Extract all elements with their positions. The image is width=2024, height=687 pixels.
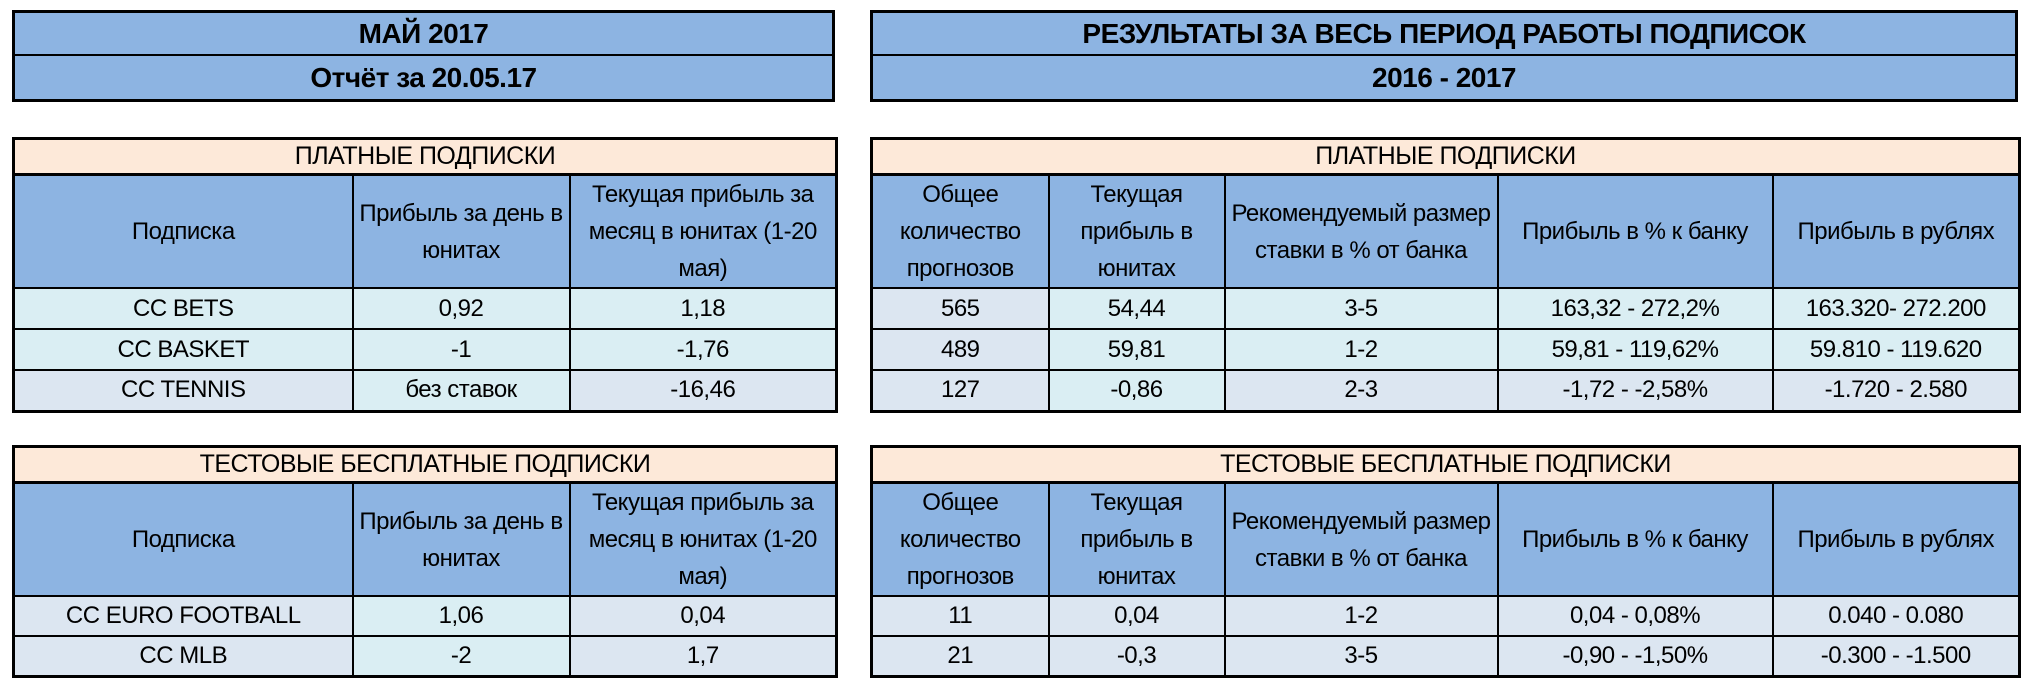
cell-units-profit: -0,3 xyxy=(1047,635,1226,677)
month-title: МАЙ 2017 xyxy=(15,13,832,56)
cell-stake-size: 2-3 xyxy=(1223,369,1499,412)
cell-day-profit: -1 xyxy=(351,328,571,371)
cell-bank-percent: 0,04 - 0,08% xyxy=(1496,595,1774,637)
column-header-subscription: Подписка xyxy=(12,173,354,289)
column-header-stake-size: Рекомендуемый размер ставки в % от банка xyxy=(1223,481,1499,597)
cell-rubles-profit: -0.300 - -1.500 xyxy=(1771,635,2021,677)
column-header-rubles-profit: Прибыль в рублях xyxy=(1771,173,2021,289)
column-header-units-profit: Текущая прибыль в юнитах xyxy=(1047,481,1226,597)
cell-subscription-name: CC EURO FOOTBALL xyxy=(12,595,354,637)
test-free-subscriptions-overall-table: ТЕСТОВЫЕ БЕСПЛАТНЫЕ ПОДПИСКИ Общее колич… xyxy=(870,445,2021,678)
cell-forecast-count: 21 xyxy=(870,635,1050,677)
month-header-block: МАЙ 2017 Отчёт за 20.05.17 xyxy=(12,10,835,102)
table-title: ПЛАТНЫЕ ПОДПИСКИ xyxy=(12,137,838,176)
paid-subscriptions-month-table: ПЛАТНЫЕ ПОДПИСКИ Подписка Прибыль за ден… xyxy=(12,137,839,413)
column-header-day-profit: Прибыль за день в юнитах xyxy=(351,173,571,289)
table-row: CC MLB -2 1,7 xyxy=(12,635,838,677)
table-row: 565 54,44 3-5 163,32 - 272,2% 163.320- 2… xyxy=(870,287,2021,330)
cell-forecast-count: 489 xyxy=(870,328,1050,371)
cell-units-profit: -0,86 xyxy=(1047,369,1226,412)
column-header-forecast-count: Общее количество прогнозов xyxy=(870,481,1050,597)
cell-stake-size: 1-2 xyxy=(1223,328,1499,371)
cell-forecast-count: 565 xyxy=(870,287,1050,330)
table-title: ТЕСТОВЫЕ БЕСПЛАТНЫЕ ПОДПИСКИ xyxy=(12,445,838,484)
cell-day-profit: 1,06 xyxy=(351,595,571,637)
table-row: CC EURO FOOTBALL 1,06 0,04 xyxy=(12,595,838,637)
cell-rubles-profit: 163.320- 272.200 xyxy=(1771,287,2021,330)
cell-month-profit: 0,04 xyxy=(568,595,838,637)
column-header-bank-percent: Прибыль в % к банку xyxy=(1496,173,1774,289)
overall-results-title: РЕЗУЛЬТАТЫ ЗА ВЕСЬ ПЕРИОД РАБОТЫ ПОДПИСО… xyxy=(873,13,2015,56)
cell-stake-size: 3-5 xyxy=(1223,635,1499,677)
table-title: ПЛАТНЫЕ ПОДПИСКИ xyxy=(870,137,2021,176)
column-header-rubles-profit: Прибыль в рублях xyxy=(1771,481,2021,597)
cell-bank-percent: 59,81 - 119,62% xyxy=(1496,328,1774,371)
cell-month-profit: -1,76 xyxy=(568,328,838,371)
column-header-forecast-count: Общее количество прогнозов xyxy=(870,173,1050,289)
cell-forecast-count: 127 xyxy=(870,369,1050,412)
cell-month-profit: -16,46 xyxy=(568,369,838,412)
overall-results-header-block: РЕЗУЛЬТАТЫ ЗА ВЕСЬ ПЕРИОД РАБОТЫ ПОДПИСО… xyxy=(870,10,2018,102)
cell-month-profit: 1,18 xyxy=(568,287,838,330)
table-row: 21 -0,3 3-5 -0,90 - -1,50% -0.300 - -1.5… xyxy=(870,635,2021,677)
cell-subscription-name: CC BASKET xyxy=(12,328,354,371)
table-row: 11 0,04 1-2 0,04 - 0,08% 0.040 - 0.080 xyxy=(870,595,2021,637)
cell-subscription-name: CC MLB xyxy=(12,635,354,677)
cell-units-profit: 0,04 xyxy=(1047,595,1226,637)
table-row: CC TENNIS без ставок -16,46 xyxy=(12,369,838,412)
column-header-bank-percent: Прибыль в % к банку xyxy=(1496,481,1774,597)
cell-units-profit: 59,81 xyxy=(1047,328,1226,371)
cell-stake-size: 3-5 xyxy=(1223,287,1499,330)
cell-subscription-name: CC BETS xyxy=(12,287,354,330)
table-row: 489 59,81 1-2 59,81 - 119,62% 59.810 - 1… xyxy=(870,328,2021,371)
cell-units-profit: 54,44 xyxy=(1047,287,1226,330)
report-date: Отчёт за 20.05.17 xyxy=(310,61,537,93)
cell-rubles-profit: 0.040 - 0.080 xyxy=(1771,595,2021,637)
column-header-month-profit: Текущая прибыль за месяц в юнитах (1-20 … xyxy=(568,173,838,289)
column-header-stake-size: Рекомендуемый размер ставки в % от банка xyxy=(1223,173,1499,289)
table-row: 127 -0,86 2-3 -1,72 - -2,58% -1.720 - 2.… xyxy=(870,369,2021,412)
table-title: ТЕСТОВЫЕ БЕСПЛАТНЫЕ ПОДПИСКИ xyxy=(870,445,2021,484)
overall-results-period: 2016 - 2017 xyxy=(1372,61,1516,93)
test-free-subscriptions-month-table: ТЕСТОВЫЕ БЕСПЛАТНЫЕ ПОДПИСКИ Подписка Пр… xyxy=(12,445,838,678)
cell-day-profit: 0,92 xyxy=(351,287,571,330)
table-row: CC BASKET -1 -1,76 xyxy=(12,328,838,371)
cell-bank-percent: 163,32 - 272,2% xyxy=(1496,287,1774,330)
cell-stake-size: 1-2 xyxy=(1223,595,1499,637)
table-row: CC BETS 0,92 1,18 xyxy=(12,287,838,330)
cell-forecast-count: 11 xyxy=(870,595,1050,637)
column-header-subscription: Подписка xyxy=(12,481,354,597)
cell-bank-percent: -0,90 - -1,50% xyxy=(1496,635,1774,677)
paid-subscriptions-overall-table: ПЛАТНЫЕ ПОДПИСКИ Общее количество прогно… xyxy=(870,137,2022,413)
cell-month-profit: 1,7 xyxy=(568,635,838,677)
cell-rubles-profit: 59.810 - 119.620 xyxy=(1771,328,2021,371)
cell-day-profit: без ставок xyxy=(351,369,571,412)
cell-subscription-name: CC TENNIS xyxy=(12,369,354,412)
column-header-day-profit: Прибыль за день в юнитах xyxy=(351,481,571,597)
cell-rubles-profit: -1.720 - 2.580 xyxy=(1771,369,2021,412)
column-header-month-profit: Текущая прибыль за месяц в юнитах (1-20 … xyxy=(568,481,838,597)
cell-day-profit: -2 xyxy=(351,635,571,677)
cell-bank-percent: -1,72 - -2,58% xyxy=(1496,369,1774,412)
column-header-units-profit: Текущая прибыль в юнитах xyxy=(1047,173,1226,289)
